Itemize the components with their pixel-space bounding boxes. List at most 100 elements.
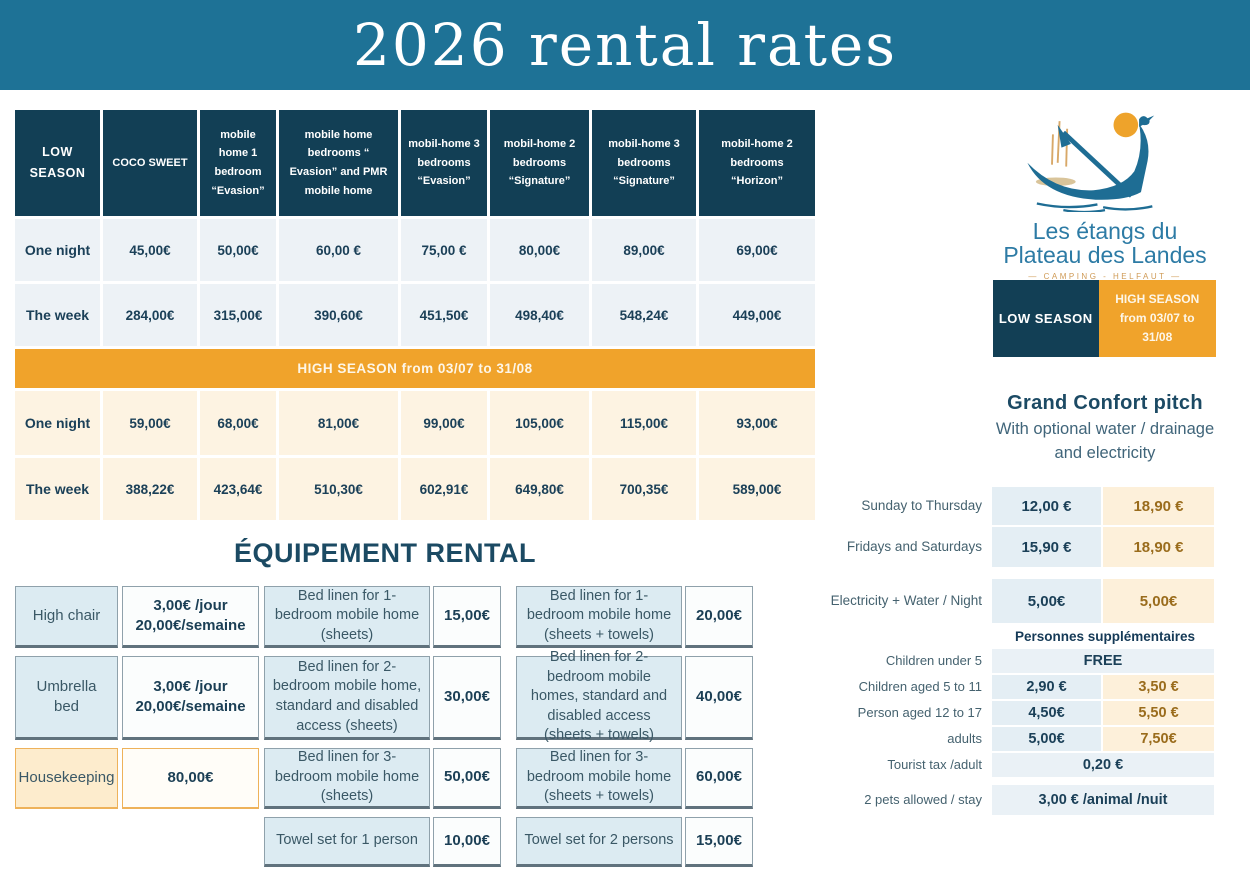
- extra-high-price: 5,50 €: [1103, 701, 1214, 725]
- extra-span-value: 0,20 €: [992, 753, 1214, 777]
- extra-high-price: 7,50€: [1103, 727, 1214, 751]
- col-header-mh3-signature: mobil-home 3 bedrooms “Signature”: [592, 110, 696, 216]
- equipment-item-label: Umbrella bed: [15, 656, 118, 740]
- rate-cell: 548,24€: [592, 284, 696, 346]
- linen-price: 60,00€: [685, 748, 753, 809]
- col-header-mh3-evasion: mobil-home 3 bedrooms “Evasion”: [401, 110, 487, 216]
- col-header-mh2-horizon: mobil-home 2 bedrooms “Horizon”: [699, 110, 815, 216]
- high-season-banner: HIGH SEASON from 03/07 to 31/08: [15, 349, 815, 388]
- pitch-row: Sunday to Thursday 12,00 € 18,90 €: [822, 487, 1216, 525]
- rate-cell: 284,00€: [103, 284, 197, 346]
- extra-row: adults 5,00€ 7,50€: [822, 727, 1216, 751]
- pitch-price-table: Sunday to Thursday 12,00 € 18,90 € Frida…: [822, 487, 1216, 817]
- campsite-name-line1: Les étangs du: [1032, 218, 1178, 244]
- price-line: 3,00€ /jour: [153, 677, 228, 695]
- linen-label: Bed linen for 2-bedroom mobile home, sta…: [264, 656, 430, 740]
- rate-cell: 510,30€: [279, 458, 398, 520]
- oar-icon: [1061, 130, 1134, 198]
- row-label: The week: [15, 458, 100, 520]
- col-header-mh2-signature: mobil-home 2 bedrooms “Signature”: [490, 110, 589, 216]
- rate-cell: 700,35€: [592, 458, 696, 520]
- rates-corner-low-season: LOW SEASON: [15, 110, 100, 216]
- equipment-item-price: 3,00€ /jour 20,00€/semaine: [122, 656, 259, 740]
- extra-row-label: Children under 5: [885, 653, 982, 669]
- rate-cell: 60,00 €: [279, 219, 398, 281]
- extra-row-label: 2 pets allowed / stay: [864, 792, 982, 808]
- rate-cell: 451,50€: [401, 284, 487, 346]
- pitch-high-price: 5,00€: [1103, 579, 1214, 623]
- equipment-item-price: 3,00€ /jour 20,00€/semaine: [122, 586, 259, 648]
- rate-cell: 449,00€: [699, 284, 815, 346]
- extra-high-price: 3,50 €: [1103, 675, 1214, 699]
- linen-label: Towel set for 1 person: [264, 817, 430, 867]
- extra-row: 2 pets allowed / stay 3,00 € /animal /nu…: [822, 785, 1216, 815]
- row-label: The week: [15, 284, 100, 346]
- legend-low-season: LOW SEASON: [993, 280, 1099, 357]
- boat-hull-icon: [1027, 123, 1149, 200]
- equipment-item-label: High chair: [15, 586, 118, 648]
- price-line: 20,00€/semaine: [135, 698, 246, 715]
- rate-cell: 589,00€: [699, 458, 815, 520]
- pitch-subtitle: With optional water / drainage and elect…: [995, 420, 1215, 462]
- extra-low-price: 4,50€: [992, 701, 1101, 725]
- equipment-table: High chair 3,00€ /jour 20,00€/semaine Um…: [15, 586, 753, 867]
- rate-cell: 75,00 €: [401, 219, 487, 281]
- rates-table: LOW SEASON COCO SWEET mobile home 1 bedr…: [15, 110, 815, 520]
- extra-row-label: Person aged 12 to 17: [857, 705, 982, 721]
- rate-cell: 68,00€: [200, 391, 276, 455]
- linen-label: Towel set for 2 persons: [516, 817, 682, 867]
- extra-low-price: 5,00€: [992, 727, 1101, 751]
- linen-label: Bed linen for 3-bedroom mobile home (she…: [264, 748, 430, 809]
- rate-cell: 115,00€: [592, 391, 696, 455]
- rate-cell: 390,60€: [279, 284, 398, 346]
- linen-price: 10,00€: [433, 817, 501, 867]
- row-label: One night: [15, 391, 100, 455]
- pitch-high-price: 18,90 €: [1103, 527, 1214, 567]
- rate-cell: 93,00€: [699, 391, 815, 455]
- rate-cell: 80,00€: [490, 219, 589, 281]
- extra-row-label: Children aged 5 to 11: [858, 679, 982, 695]
- extra-row: Person aged 12 to 17 4,50€ 5,50 €: [822, 701, 1216, 725]
- rate-cell: 81,00€: [279, 391, 398, 455]
- linen-label: Bed linen for 1-bedroom mobile home (she…: [516, 586, 682, 648]
- extra-persons-title: Personnes supplémentaires: [1014, 629, 1196, 644]
- campsite-caption: — CAMPING - HELFAUT —: [1028, 272, 1182, 282]
- rate-cell: 59,00€: [103, 391, 197, 455]
- pitch-high-price: 18,90 €: [1103, 487, 1214, 525]
- pitch-low-price: 5,00€: [992, 579, 1101, 623]
- campsite-name-line2: Plateau des Landes: [1003, 242, 1207, 269]
- rate-cell: 388,22€: [103, 458, 197, 520]
- pitch-row-label: Fridays and Saturdays: [846, 538, 982, 554]
- pitch-title: Grand Confort pitch: [1007, 392, 1203, 414]
- equipment-item-label: Housekeeping: [15, 748, 118, 809]
- pitch-low-price: 15,90 €: [992, 527, 1101, 567]
- col-header-mh-pmr: mobile home bedrooms “ Evasion” and PMR …: [279, 110, 398, 216]
- rate-cell: 315,00€: [200, 284, 276, 346]
- linen-price: 50,00€: [433, 748, 501, 809]
- extra-span-value: 3,00 € /animal /nuit: [992, 785, 1214, 815]
- oar-blade-icon: [1057, 124, 1071, 148]
- title-banner: 2026 rental rates: [0, 0, 1250, 90]
- linen-price: 30,00€: [433, 656, 501, 740]
- pitch-row: Electricity + Water / Night 5,00€ 5,00€: [822, 579, 1216, 623]
- pitch-row-label: Electricity + Water / Night: [830, 592, 982, 608]
- boat-logo-icon: [1027, 112, 1155, 214]
- linen-price: 15,00€: [685, 817, 753, 867]
- pitch-row: Fridays and Saturdays 15,90 € 18,90 €: [822, 527, 1216, 567]
- extra-row-label: Tourist tax /adult: [887, 757, 982, 773]
- linen-label: Bed linen for 3-bedroom mobile home (she…: [516, 748, 682, 809]
- extra-row: Children under 5 FREE: [822, 649, 1216, 673]
- equipment-item-price: 80,00€: [122, 748, 259, 809]
- rate-cell: 423,64€: [200, 458, 276, 520]
- bird-icon: [1139, 115, 1155, 127]
- extra-row: Children aged 5 to 11 2,90 € 3,50 €: [822, 675, 1216, 699]
- season-legend: LOW SEASON HIGH SEASON from 03/07 to 31/…: [993, 280, 1216, 357]
- col-header-coco-sweet: COCO SWEET: [103, 110, 197, 216]
- extra-span-value: FREE: [992, 649, 1214, 673]
- row-label: One night: [15, 219, 100, 281]
- water-ripples-icon: [1036, 202, 1153, 214]
- price-line: 3,00€ /jour: [153, 596, 228, 614]
- equipment-title: ÉQUIPEMENT RENTAL: [233, 538, 536, 568]
- sun-icon: [1113, 112, 1139, 138]
- extra-low-price: 2,90 €: [992, 675, 1101, 699]
